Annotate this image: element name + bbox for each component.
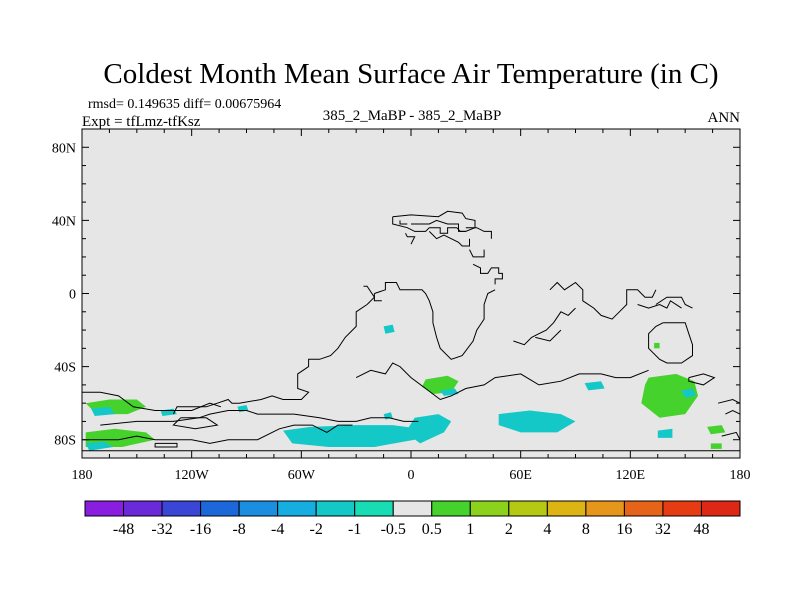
coastline-28 [721,431,741,440]
coastline-14 [411,219,466,232]
coastline-10 [82,424,353,444]
center-label: 385_2_MaBP - 385_2_MaBP [323,108,502,124]
x-tick-label: 60E [509,468,532,483]
anomaly-region-2 [91,406,115,416]
coastline-16 [465,227,492,239]
coastline-25 [688,373,716,386]
coastline-18 [428,231,470,247]
coastline-8 [100,410,419,426]
x-tick-label: 0 [408,468,415,483]
colorbar-swatch [354,500,394,517]
colorbar-label: 48 [693,521,709,538]
colorbar-swatch [700,500,741,517]
axis-ticks [81,128,741,459]
colorbar-labels: -48 -32 -16 -8 -4 -2 -1 -0.5 0.5 1 2 4 8 16 32 48 [113,521,710,538]
colorbar-label: -1 [348,521,361,538]
x-tick-label: 180 [730,468,751,483]
colorbar-label: -8 [232,521,245,538]
coastline-4 [373,293,382,302]
anomaly-region-19 [710,443,722,449]
coastline-2 [472,263,503,285]
colorbar-label: -0.5 [381,521,406,538]
colorbar-swatch [238,500,279,517]
x-tick-label: 120E [616,468,646,483]
coastline-19 [549,281,657,320]
colorbar-swatch [431,500,471,517]
coastline-26 [717,398,741,404]
experiment-text: Expt = tfLmz-tfKsz [82,114,201,130]
anomaly-region-3 [85,441,114,451]
x-tick-label: 120W [175,468,210,483]
colorbar-swatch [123,500,163,517]
season-label: ANN [708,110,741,126]
map-background [82,129,740,458]
coastline-3 [374,282,496,360]
coastline-5 [172,304,368,415]
anomaly-region-14 [681,388,697,398]
anomaly-region-12 [584,381,605,391]
x-tick-label: 60W [288,468,316,483]
colorbar-label: -4 [271,521,284,538]
colorbar-swatch [662,500,702,517]
y-tick-label: 80S [54,434,76,449]
coastline-12 [172,417,219,430]
coastline-1 [405,232,416,245]
anomaly-region-17 [707,425,726,435]
coastline-27 [725,409,741,415]
colorbar-swatch [200,500,240,517]
colorbar-swatch [623,500,664,517]
colorbar-label: -16 [190,521,211,538]
y-tick-label: 40S [54,361,76,376]
colorbar-swatch [585,500,625,517]
colorbar-label: 8 [582,521,590,538]
colorbar-swatch [315,500,356,517]
coastline-13 [154,442,178,448]
anomaly-region-18 [654,342,660,349]
anomaly-region-13 [641,373,698,418]
coastline-23 [655,296,693,309]
colorbar-label: 4 [543,521,551,538]
x-tick-labels: 180 120W 60W 0 60E 120E 180 [72,468,751,483]
colorbar-label: 2 [505,521,513,538]
colorbar-swatch [277,500,317,517]
colorbar-label: -48 [113,521,134,538]
colorbar-label: 16 [616,521,632,538]
colorbar-label: -32 [151,521,172,538]
colorbar-swatch [469,500,510,517]
colorbar-swatch [84,500,125,517]
x-tick-label: 180 [72,468,93,483]
colorbar-swatch [546,500,587,517]
coastline-layer [82,210,741,452]
y-tick-label: 80N [52,141,76,156]
colorbar-label: 32 [655,521,671,538]
colorbar [84,500,741,517]
coastline-0 [392,210,476,234]
coastline-24 [648,322,693,364]
y-tick-label: 40N [52,214,76,229]
colorbar-swatch [161,500,202,517]
coastline-20 [513,307,576,346]
stats-text: rmsd= 0.149635 diff= 0.00675964 [88,97,281,112]
coastline-6 [363,285,376,305]
coastline-17 [469,249,485,258]
coastline-15 [399,220,408,225]
y-tick-labels: 80N 40N 0 40S 80S [52,141,76,448]
anomaly-region-8 [383,324,395,334]
colorbar-swatch [392,500,433,517]
colorbar-label: 1 [466,521,474,538]
anomaly-region-5 [283,425,421,447]
coastline-22 [637,300,682,309]
colorbar-label: -2 [310,521,323,538]
anomaly-layer [85,324,726,451]
colorbar-swatch [508,500,548,517]
coastline-21 [535,329,562,342]
anomaly-region-11 [498,410,576,433]
anomaly-region-16 [657,428,673,438]
coastline-7 [355,362,649,401]
coastline-9 [82,391,222,411]
chart-title: Coldest Month Mean Surface Air Temperatu… [103,58,718,90]
y-tick-label: 0 [69,288,76,303]
colorbar-label: 0.5 [422,521,442,538]
